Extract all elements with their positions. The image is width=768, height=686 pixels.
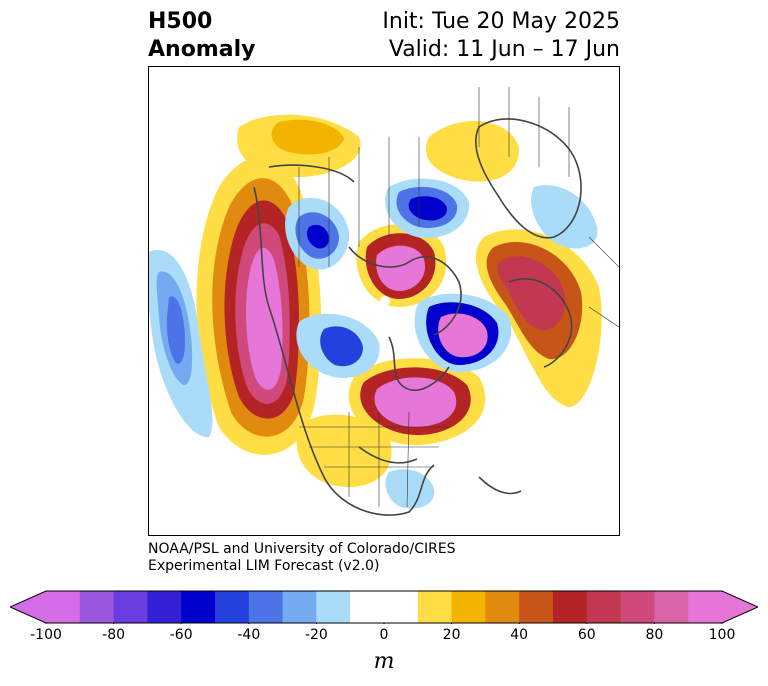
colorbar-ticks: -100 -80 -60 -40 -20 0 20 40 60 80 100 xyxy=(0,627,768,647)
credit-line2: Experimental LIM Forecast (v2.0) xyxy=(148,558,380,574)
title-variable: H500 xyxy=(148,9,213,34)
border-lines-1 xyxy=(299,411,449,508)
colorbar-tick-label: -80 xyxy=(102,627,126,643)
positive-anomaly-shading xyxy=(196,114,602,487)
anomaly-south-light xyxy=(385,469,435,509)
colorbar-segment xyxy=(316,591,351,623)
anomaly-east-core xyxy=(374,377,457,427)
border-lines-2 xyxy=(298,137,420,267)
anomaly-greenland-core xyxy=(408,196,447,221)
colorbar-segment xyxy=(350,591,385,623)
anomaly-scandinavia-core xyxy=(497,256,566,331)
colorbar-tick-label: -60 xyxy=(169,627,193,643)
colorbar-segment xyxy=(485,591,520,623)
coastline-europe xyxy=(508,278,573,368)
colorbar-segment xyxy=(620,591,655,623)
anomaly-barents-core xyxy=(438,313,488,358)
colorbar xyxy=(8,590,760,627)
colorbar-segment xyxy=(282,591,317,623)
north-pole-marker xyxy=(380,296,390,306)
init-date: Init: Tue 20 May 2025 xyxy=(382,9,620,34)
coastlines xyxy=(253,118,582,516)
credit-line1: NOAA/PSL and University of Colorado/CIRE… xyxy=(148,541,456,557)
anomaly-hudson-core xyxy=(376,245,426,291)
valid-period: Valid: 11 Jun – 17 Jun xyxy=(388,37,620,62)
coastline-arctic xyxy=(348,246,462,336)
colorbar-segment xyxy=(553,591,588,623)
colorbar-segment xyxy=(181,591,216,623)
credit-block: NOAA/PSL and University of Colorado/CIRE… xyxy=(148,541,456,575)
anomaly-greenland-yellow xyxy=(425,120,520,182)
coastline-greenland xyxy=(474,118,582,239)
colorbar-tick-label: -40 xyxy=(237,627,261,643)
coastline-hudson xyxy=(388,336,450,391)
colorbar-unit: m xyxy=(373,649,395,674)
anomaly-siberia-core xyxy=(320,326,363,367)
colorbar-segment xyxy=(384,591,419,623)
colorbar-tick-label: 40 xyxy=(510,627,529,643)
anomaly-alaska-core xyxy=(307,224,329,249)
anomaly-map xyxy=(148,66,620,536)
colorbar-segment xyxy=(451,591,486,623)
borders xyxy=(298,87,619,508)
colorbar-segment xyxy=(147,591,182,623)
colorbar-tick-label: -20 xyxy=(304,627,328,643)
colorbar-tick-label: -100 xyxy=(30,627,62,643)
map-canvas xyxy=(149,87,619,516)
colorbar-tick-label: 0 xyxy=(379,627,389,643)
colorbar-segment xyxy=(46,591,81,623)
colorbar-segment xyxy=(79,591,115,623)
colorbar-tick-label: 100 xyxy=(708,627,736,643)
colorbar-tick-label: 80 xyxy=(645,627,664,643)
colorbar-segment xyxy=(654,591,689,623)
colorbar-segment xyxy=(215,591,250,623)
colorbar-segment xyxy=(519,591,554,623)
colorbar-tick-label: 60 xyxy=(577,627,596,643)
colorbar-segment xyxy=(113,591,148,623)
coastline-north-america xyxy=(253,164,435,516)
colorbar-svg xyxy=(8,590,760,627)
colorbar-over-arrow xyxy=(722,591,758,623)
title-right: Init: Tue 20 May 2025 Valid: 11 Jun – 17… xyxy=(382,8,620,64)
anomaly-west-core xyxy=(246,247,283,390)
title-left: H500 Anomaly xyxy=(148,8,255,64)
colorbar-tick-label: 20 xyxy=(442,627,461,643)
colorbar-segment xyxy=(417,591,453,623)
negative-anomaly-shading xyxy=(149,178,598,509)
coastline-gulf xyxy=(358,446,522,495)
colorbar-segment xyxy=(586,591,622,623)
anomaly-north-orange xyxy=(271,119,344,155)
colorbar-segment xyxy=(688,591,723,623)
anomaly-pacific-core xyxy=(166,296,185,364)
border-lines-3 xyxy=(478,87,619,328)
title-field: Anomaly xyxy=(148,37,256,62)
colorbar-under-arrow xyxy=(10,591,46,623)
anomaly-atlantic-light xyxy=(531,185,598,249)
colorbar-segment xyxy=(248,591,284,623)
